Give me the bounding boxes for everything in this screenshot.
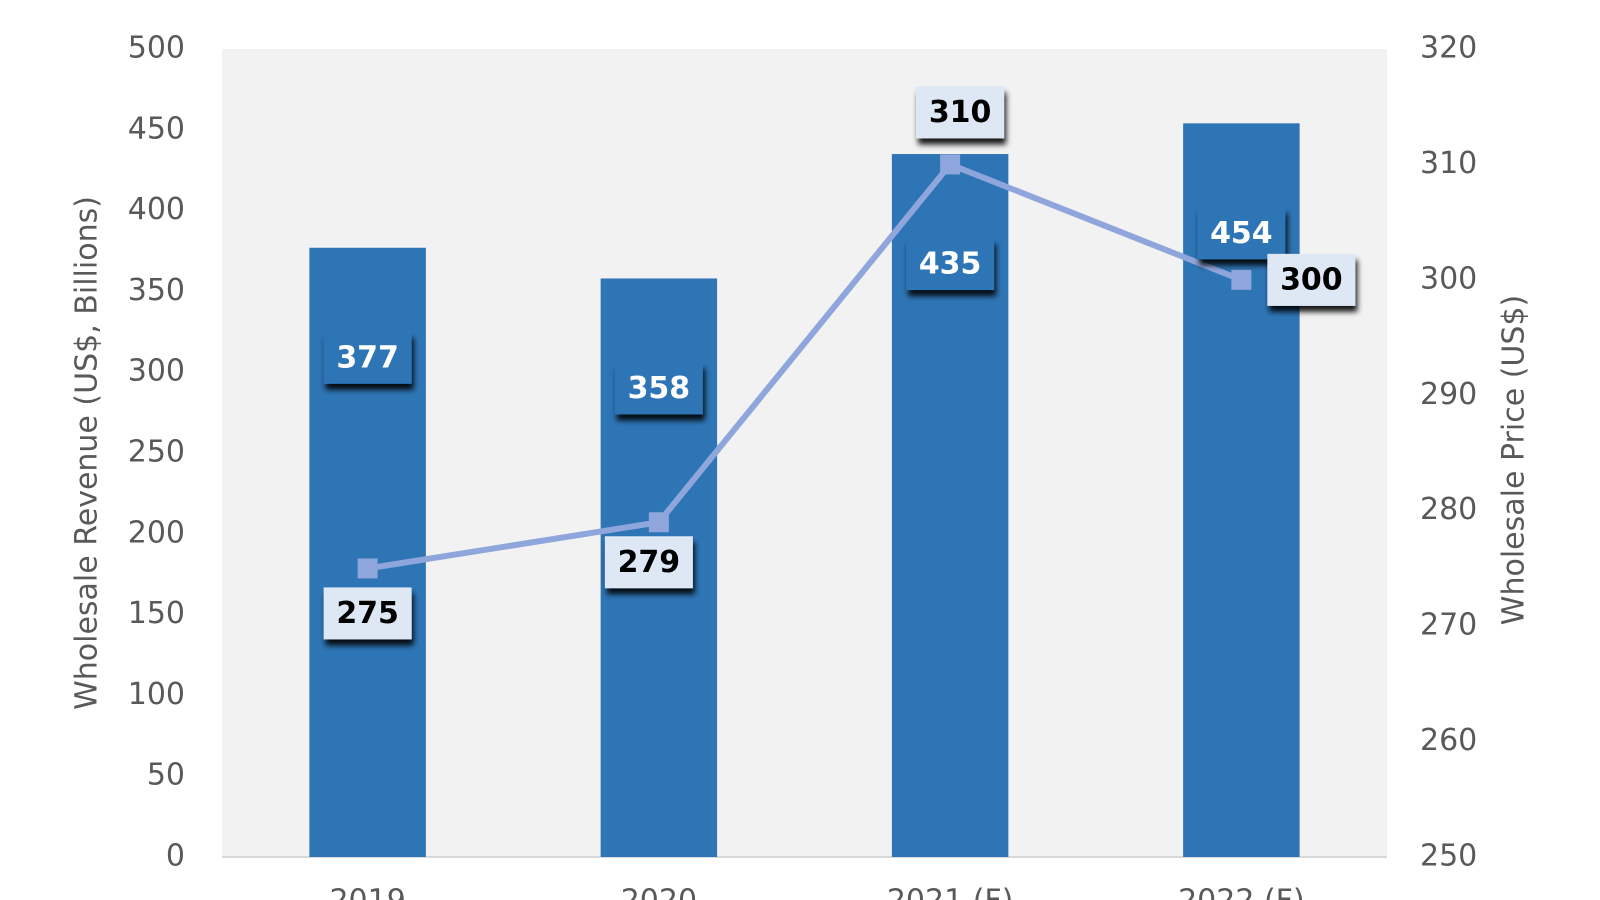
y-tick-label: 150 (128, 596, 185, 631)
x-tick-label: 2020 (621, 884, 697, 900)
data-label-box (906, 238, 995, 291)
data-label-text: 300 (1280, 262, 1343, 297)
data-label-text: 275 (336, 596, 399, 631)
line-marker (357, 558, 378, 579)
y2-axis-title: Wholesale Price (US$) (1497, 295, 1532, 625)
y-tick-label: 50 (147, 758, 185, 793)
data-label-text: 310 (929, 95, 992, 130)
x-tick-label: 2021 (F) (887, 884, 1014, 900)
y-tick-label: 350 (128, 273, 185, 308)
y-tick-label: 250 (128, 435, 185, 470)
data-label-box (323, 331, 412, 384)
data-label: 358 (614, 362, 703, 415)
data-label-text: 279 (618, 545, 681, 580)
line-marker (940, 154, 961, 175)
data-label: 377 (323, 331, 412, 384)
data-label-box (614, 362, 703, 415)
y-tick-label: 500 (128, 31, 185, 66)
data-label: 300 (1267, 253, 1356, 306)
y-tick-label: 0 (166, 839, 185, 874)
data-label-box (323, 587, 412, 640)
data-label-text: 377 (336, 340, 399, 375)
y2-tick-label: 290 (1420, 377, 1477, 412)
data-label: 310 (916, 86, 1005, 139)
data-label-box (916, 86, 1005, 139)
y2-tick-label: 260 (1420, 723, 1477, 758)
y2-tick-label: 280 (1420, 492, 1477, 527)
y-tick-label: 400 (128, 192, 185, 227)
y-tick-label: 450 (128, 111, 185, 146)
y2-tick-label: 310 (1420, 146, 1477, 181)
data-label-text: 435 (919, 247, 982, 282)
x-tick-label: 2022 (F) (1178, 884, 1305, 900)
y-tick-label: 300 (128, 354, 185, 389)
data-label: 275 (323, 587, 412, 640)
y-tick-label: 100 (128, 677, 185, 712)
data-label: 435 (906, 238, 995, 291)
y2-tick-label: 250 (1420, 839, 1477, 874)
data-label-box (604, 536, 693, 589)
line (367, 160, 1243, 572)
data-label-box (1267, 253, 1356, 306)
y2-tick-label: 270 (1420, 608, 1477, 643)
data-label-box (1197, 207, 1286, 260)
data-label: 279 (604, 536, 693, 589)
x-tick-label: 2019 (329, 884, 405, 900)
line-marker (648, 512, 669, 533)
y2-tick-label: 320 (1420, 31, 1477, 66)
line-marker (1231, 269, 1252, 290)
data-label-text: 454 (1210, 216, 1273, 251)
y-axis-title: Wholesale Revenue (US$, Billions) (70, 196, 105, 710)
y2-tick-label: 300 (1420, 261, 1477, 296)
data-label-text: 358 (628, 371, 691, 406)
y-tick-label: 200 (128, 515, 185, 550)
data-label: 454 (1197, 207, 1286, 260)
